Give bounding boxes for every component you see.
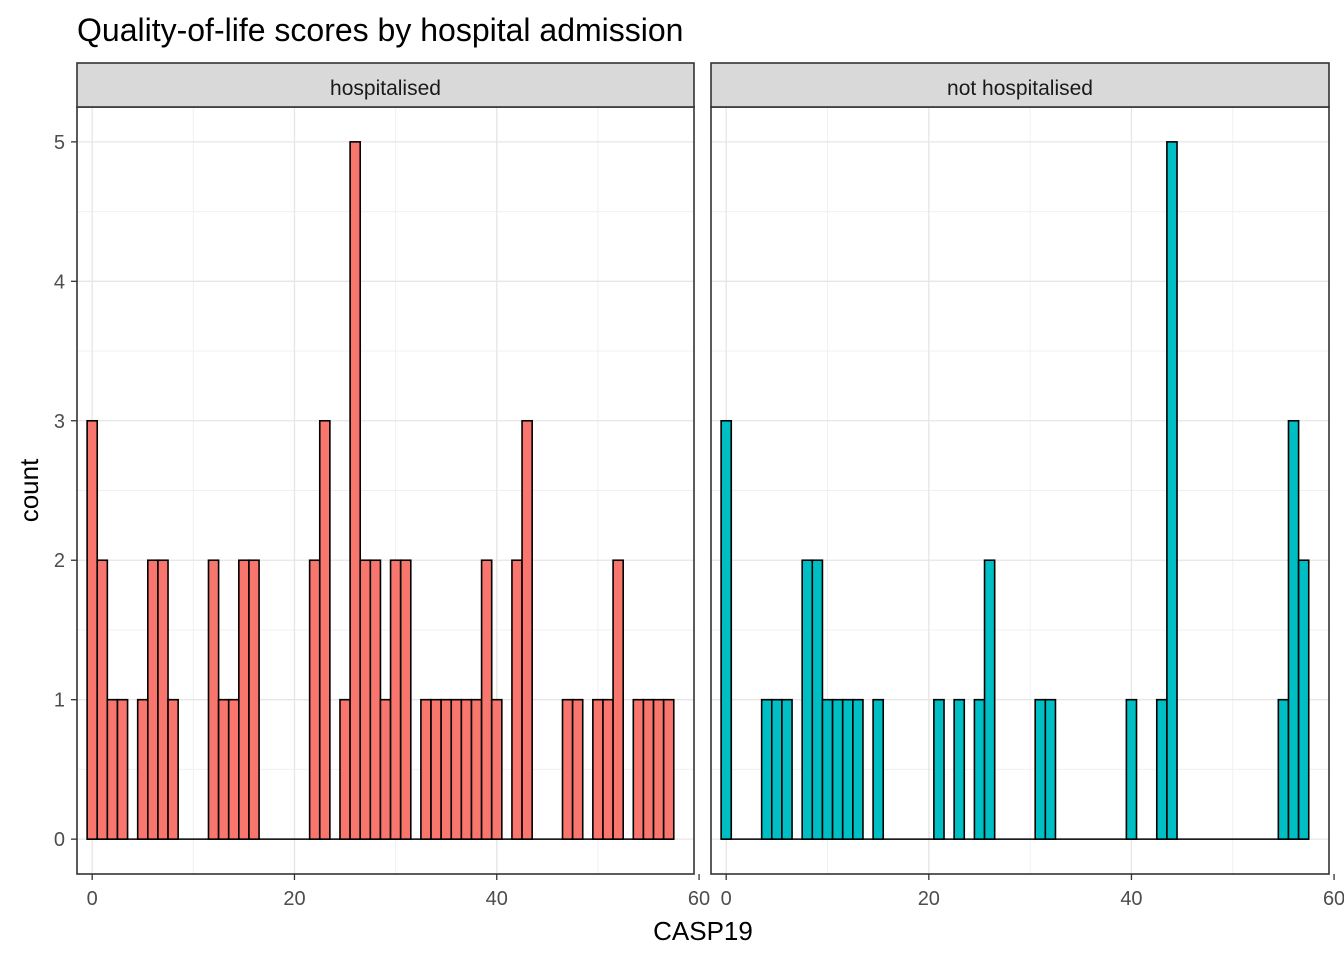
histogram-bar (1287, 419, 1300, 840)
y-tick-label: 1 (54, 690, 65, 712)
histogram-bar (592, 698, 604, 840)
histogram-bar (1125, 698, 1138, 840)
x-tick-label: 20 (918, 888, 940, 910)
histogram-bar (983, 559, 996, 840)
histogram-bar (662, 698, 675, 840)
histogram-bar (430, 698, 442, 840)
histogram-bar (450, 698, 463, 840)
histogram-bar (339, 698, 351, 840)
x-tick-label: 0 (721, 888, 732, 910)
histogram-bar (399, 559, 412, 840)
histogram-bar (1034, 698, 1047, 840)
histogram-bar (612, 559, 624, 840)
histogram-bar (1044, 698, 1057, 840)
y-tick-label: 5 (54, 132, 65, 154)
histogram-bar (490, 698, 503, 840)
histogram-bar (760, 698, 773, 840)
histogram-bar (642, 698, 655, 840)
histogram-bar (238, 559, 250, 840)
histogram-bar (561, 698, 574, 840)
histogram-bar (96, 559, 109, 840)
histogram-bar (872, 698, 885, 840)
histogram-bar (831, 698, 844, 840)
histogram-bar (389, 559, 402, 840)
histogram-bar (470, 698, 483, 840)
histogram-bar (136, 698, 149, 840)
x-axis-label: CASP19 (653, 916, 753, 946)
histogram-bar (811, 559, 824, 840)
histogram-bar (359, 559, 372, 840)
x-tick-label: 60 (1323, 888, 1344, 910)
facet-strip-label: not hospitalised (947, 77, 1093, 100)
y-tick-label: 4 (54, 271, 65, 293)
x-tick-label: 40 (1120, 888, 1142, 910)
y-tick-label: 0 (54, 829, 65, 851)
histogram-bar (801, 559, 814, 840)
histogram-bar (106, 698, 119, 840)
histogram-bar (227, 698, 240, 840)
histogram-bar (349, 141, 362, 840)
histogram-bar (571, 698, 584, 840)
histogram-bar (318, 419, 331, 840)
histogram-bar (770, 698, 783, 840)
histogram-bar (1155, 698, 1168, 840)
histogram-bar (379, 698, 392, 840)
facet-strip-label: hospitalised (330, 77, 441, 100)
histogram-bar (369, 559, 382, 840)
histogram-bar (308, 559, 321, 840)
y-tick-label: 3 (54, 411, 65, 433)
histogram-bar (602, 698, 614, 840)
histogram-bar (207, 559, 220, 840)
y-axis-label: count (14, 458, 44, 522)
histogram-bar (480, 559, 493, 840)
histogram-bar (973, 698, 986, 840)
histogram-bar (781, 698, 793, 840)
histogram-bar (217, 698, 230, 840)
histogram-bar (521, 419, 533, 840)
histogram-bar (147, 559, 159, 840)
histogram-bar (167, 698, 179, 840)
histogram-bar (720, 419, 733, 840)
facet-strip (76, 62, 695, 108)
histogram-bar (852, 698, 864, 840)
x-tick-label: 20 (283, 888, 305, 910)
chart-title: Quality-of-life scores by hospital admis… (77, 12, 683, 48)
histogram-bar (157, 559, 169, 840)
histogram-bar (248, 559, 260, 840)
x-tick-label: 40 (486, 888, 508, 910)
histogram-bar (460, 698, 473, 840)
histogram-bar (1166, 141, 1178, 840)
histogram-bar (511, 559, 523, 840)
histogram-bar (440, 698, 453, 840)
histogram-bar (1277, 698, 1290, 840)
y-tick-label: 2 (54, 550, 65, 572)
histogram-bar (86, 419, 99, 840)
histogram-bar (116, 698, 129, 840)
histogram-bar (841, 698, 854, 840)
histogram-bar (420, 698, 432, 840)
histogram-bar (632, 698, 645, 840)
histogram-bar (933, 698, 945, 840)
histogram-bar (953, 698, 966, 840)
x-tick-label: 0 (87, 888, 98, 910)
histogram-bar (652, 698, 665, 840)
histogram-bar (1297, 559, 1310, 840)
histogram-bar (821, 698, 834, 840)
facet-strip (710, 62, 1330, 108)
x-tick-label: 60 (688, 888, 710, 910)
